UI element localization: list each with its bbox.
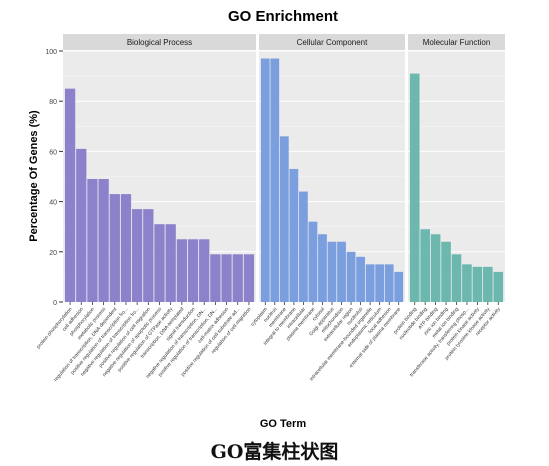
bar xyxy=(394,271,404,302)
bar xyxy=(337,241,346,302)
facet-panel: Cellular Componentcytoplasmnucleusmembra… xyxy=(250,34,405,382)
bar xyxy=(132,209,143,302)
bar xyxy=(270,58,280,302)
bar xyxy=(76,148,87,302)
bar xyxy=(243,254,255,302)
bar xyxy=(441,241,451,302)
panel-strip-label: Biological Process xyxy=(127,38,192,47)
bar xyxy=(210,254,221,302)
bar xyxy=(472,266,483,302)
bar xyxy=(199,239,210,302)
x-axis-label: GO Term xyxy=(260,418,306,430)
bar xyxy=(462,264,472,302)
panel-strip xyxy=(259,34,405,50)
panel-strip-label: Cellular Component xyxy=(297,38,368,47)
panel-strip xyxy=(63,34,256,50)
y-tick-label: 20 xyxy=(49,250,57,257)
bar xyxy=(260,58,270,302)
y-tick-label: 0 xyxy=(53,300,57,307)
panel-strip-label: Molecular Function xyxy=(423,38,491,47)
y-tick-label: 60 xyxy=(49,149,57,156)
bar xyxy=(327,241,337,302)
bar xyxy=(384,264,394,302)
bar xyxy=(409,73,420,302)
bar xyxy=(64,88,76,303)
y-tick-label: 40 xyxy=(49,200,57,207)
bar xyxy=(109,194,120,302)
bar xyxy=(120,194,132,302)
bar xyxy=(375,264,385,302)
bar xyxy=(318,234,327,302)
bar xyxy=(483,266,493,302)
bar xyxy=(98,179,109,302)
bar xyxy=(165,224,176,302)
bar xyxy=(451,254,462,302)
go-enrichment-chart: GO Enrichment Percentage Of Genes (%) 0 2… xyxy=(28,8,505,430)
bar xyxy=(289,168,299,302)
bar xyxy=(346,251,356,302)
bar xyxy=(232,254,243,302)
bar xyxy=(154,224,165,302)
y-axis: 0 20 40 60 80 100 xyxy=(45,49,63,307)
panel-strip xyxy=(408,34,505,50)
bar xyxy=(430,234,441,302)
figure-caption: GO富集柱状图 xyxy=(210,441,339,463)
y-tick-label: 100 xyxy=(45,49,57,56)
bar xyxy=(187,239,199,302)
y-axis-label: Percentage Of Genes (%) xyxy=(28,110,40,242)
bar xyxy=(176,239,187,302)
bar xyxy=(356,256,365,302)
bar xyxy=(420,229,430,302)
chart-title: GO Enrichment xyxy=(228,8,338,25)
bar xyxy=(143,209,154,302)
bar xyxy=(279,136,289,302)
bar xyxy=(365,264,375,302)
bar xyxy=(221,254,232,302)
bar xyxy=(299,191,308,302)
y-tick-label: 80 xyxy=(49,99,57,106)
bar xyxy=(308,221,318,302)
bar xyxy=(87,179,98,302)
bar xyxy=(493,271,504,302)
